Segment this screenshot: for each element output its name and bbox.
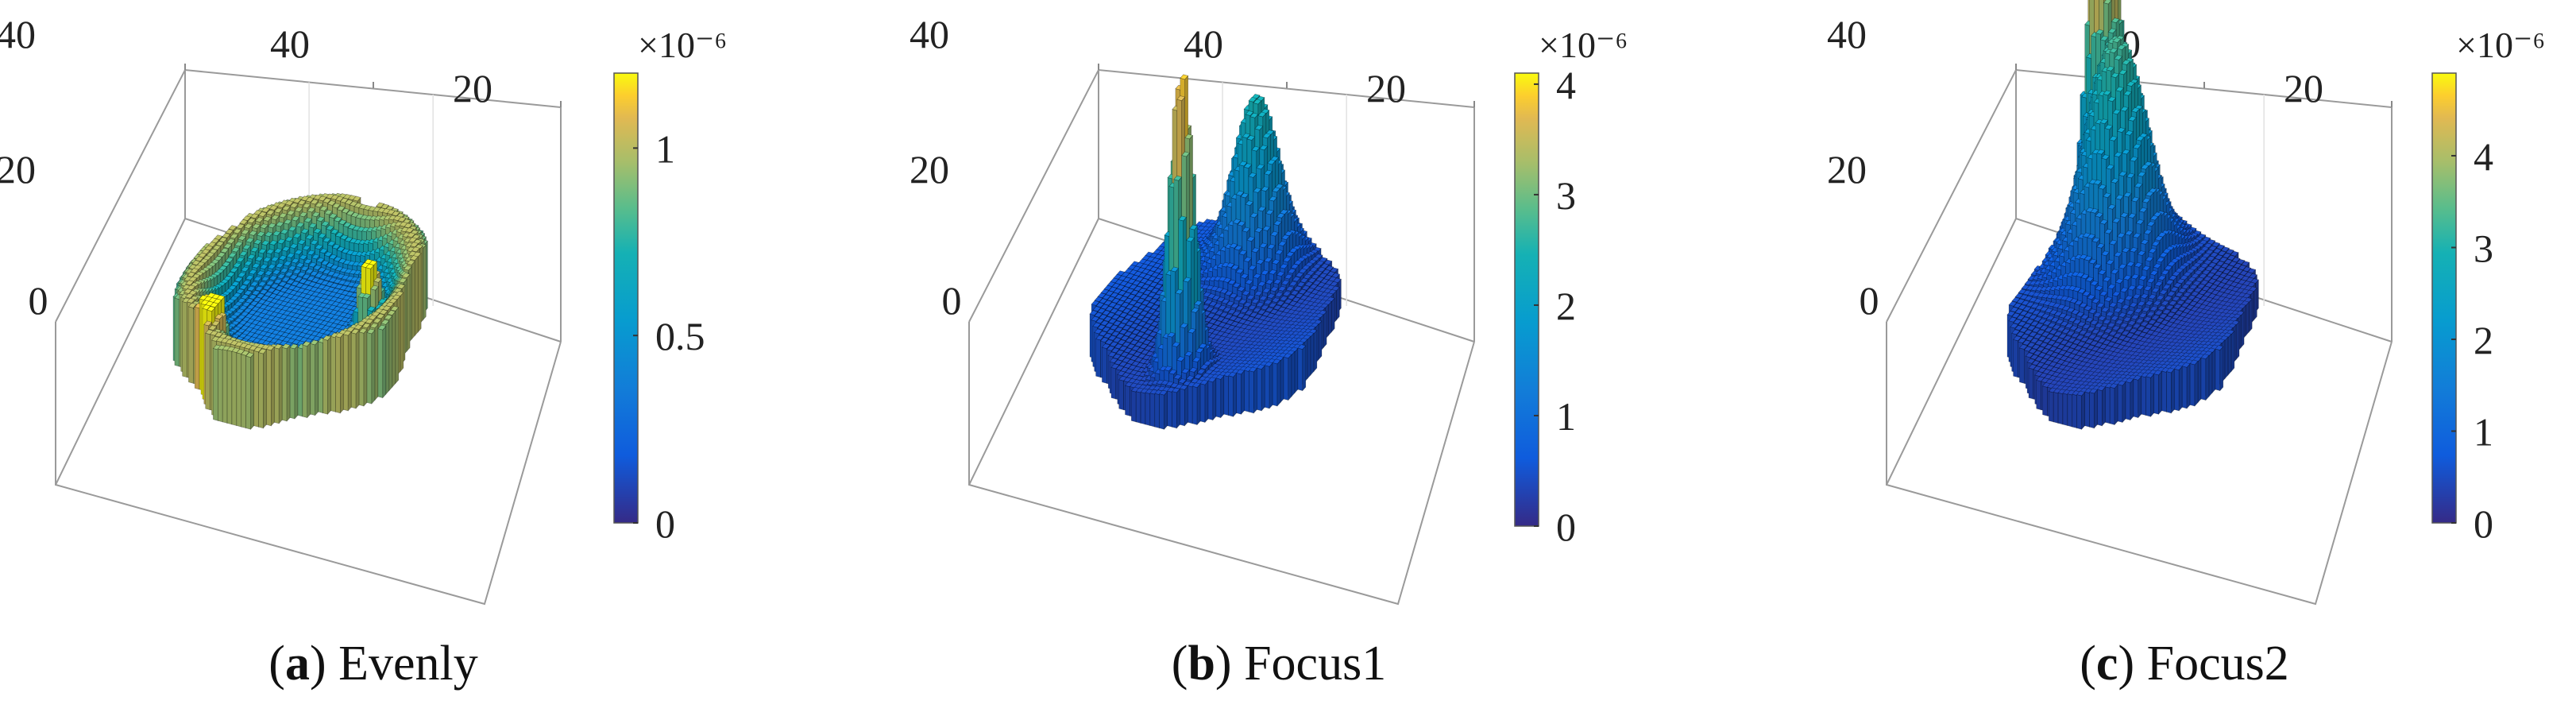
bar-face	[194, 306, 200, 390]
bar-top	[278, 212, 288, 219]
bar-face	[414, 256, 419, 337]
bar-face	[174, 297, 180, 367]
bar-top	[273, 207, 283, 214]
bar-top	[265, 209, 275, 215]
bar-face	[205, 332, 210, 411]
axis-tick-label: 40	[270, 21, 310, 66]
bar-top	[302, 203, 311, 209]
bar-top	[239, 219, 249, 225]
axis-edge	[55, 218, 186, 486]
axis-tick-label: 20	[0, 147, 36, 192]
bar-top	[247, 218, 257, 223]
axis-front-edge	[55, 322, 562, 606]
bar-top	[250, 213, 260, 219]
bar-top	[262, 215, 272, 222]
chart-panel-1: 40 20 0 40 20	[0, 12, 562, 606]
bar-top	[261, 207, 271, 213]
bar-top	[270, 215, 280, 220]
bar-face	[417, 252, 422, 333]
bar-top	[297, 199, 307, 206]
axis-tick-label: 40	[0, 12, 36, 56]
bar-face	[182, 301, 187, 378]
bar-top	[292, 198, 302, 203]
bar-face	[422, 244, 427, 321]
bar-top	[284, 200, 294, 206]
bar-face	[406, 273, 411, 352]
bar-top	[281, 205, 291, 211]
bar-top	[305, 196, 315, 203]
axis-tick-label: 0	[29, 278, 48, 323]
bar-top	[289, 203, 299, 208]
bar3d-surface	[172, 192, 428, 430]
bar-face	[222, 349, 228, 424]
bar-face	[217, 348, 223, 423]
bar-top	[313, 194, 322, 200]
bar-top	[242, 215, 252, 222]
bar-top	[258, 211, 268, 217]
axis-tick-label: 20	[453, 66, 492, 110]
bar-top	[268, 204, 278, 211]
bar-top	[294, 207, 303, 212]
bar-face	[188, 306, 194, 384]
bar-top	[310, 199, 319, 205]
axis-back-edge	[55, 68, 562, 342]
bar-face	[213, 348, 218, 421]
bar-face	[411, 261, 415, 340]
bar-top	[286, 210, 295, 216]
bar-top	[255, 217, 265, 223]
bar-top	[276, 203, 286, 208]
